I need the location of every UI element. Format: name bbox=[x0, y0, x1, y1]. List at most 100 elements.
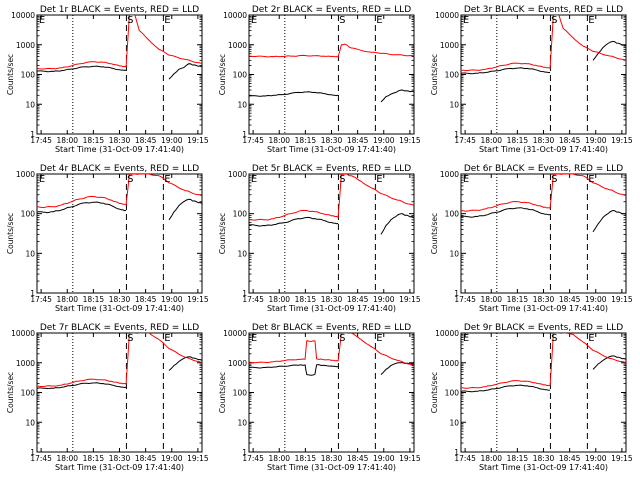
panel-2-marker-e: E bbox=[376, 15, 382, 26]
panel-9-xtick-label: 18:30 bbox=[533, 454, 555, 463]
panel-6-marker-e: E bbox=[588, 174, 594, 185]
panel-3-ytick-label: 10 bbox=[449, 100, 459, 109]
panel-8-xtick-label: 18:15 bbox=[295, 454, 317, 463]
panel-8-xtick-label: 18:30 bbox=[321, 454, 343, 463]
panel-2-series-lld bbox=[249, 43, 414, 58]
panel-4: Det 4r BLACK = Events, RED = LLD 17:45 18:… bbox=[6, 164, 209, 313]
panel-4-xlabel: Start Time (31-Oct-09 17:41:40) bbox=[55, 304, 184, 313]
panel-7-series-events bbox=[168, 356, 202, 371]
panel-8-series-lld bbox=[249, 333, 414, 367]
panel-2-xtick-label: 18:30 bbox=[321, 136, 343, 145]
panel-1-series-events bbox=[168, 63, 202, 80]
panel-9-ytick-label: 1 bbox=[454, 448, 459, 457]
panel-7-xtick-label: 18:30 bbox=[109, 454, 131, 463]
panel-7-series-events bbox=[37, 382, 127, 390]
panel-1-ytick-label: 1000 bbox=[16, 41, 35, 50]
panel-3-series-group bbox=[461, 15, 626, 75]
panel-6-xtick-label: 18:00 bbox=[480, 295, 502, 304]
panel-4-xtick-label: 19:00 bbox=[161, 295, 183, 304]
panel-2-ytick-label: 1 bbox=[242, 130, 247, 139]
panel-9-xtick-label: 19:15 bbox=[611, 454, 633, 463]
panel-1-xtick-label: 19:00 bbox=[161, 136, 183, 145]
panel-4-ylabel: Counts/sec bbox=[6, 213, 15, 254]
panel-2-xlabel: Start Time (31-Oct-09 17:41:40) bbox=[267, 145, 396, 154]
panel-2-frame bbox=[248, 14, 415, 135]
panel-1-series-events bbox=[37, 65, 127, 73]
panel-1-ytick-label: 1 bbox=[30, 130, 35, 139]
panel-8: Det 8r BLACK = Events, RED = LLD 17:45 18:… bbox=[218, 323, 421, 472]
panel-4-series-events bbox=[168, 198, 202, 221]
panel-2-title: Det 2r BLACK = Events, RED = LLD bbox=[252, 5, 411, 15]
panel-9-ytick-label: 10000 bbox=[435, 329, 459, 338]
panel-2-xtick-label: 18:15 bbox=[295, 136, 317, 145]
panel-5-xtick-label: 18:30 bbox=[321, 295, 343, 304]
panel-6-series-group bbox=[461, 174, 626, 233]
panel-9: Det 9r BLACK = Events, RED = LLD 17:45 18:… bbox=[430, 323, 633, 472]
panel-2-ytick-label: 10 bbox=[237, 100, 247, 109]
panel-5-marker-e: E bbox=[376, 174, 382, 185]
panel-9-title: Det 9r BLACK = Events, RED = LLD bbox=[464, 323, 623, 333]
panel-9-xtick-label: 18:45 bbox=[559, 454, 581, 463]
panel-1-ytick-label: 10000 bbox=[11, 11, 35, 20]
panel-5-marker-e: E bbox=[251, 174, 257, 185]
panel-7-xlabel: Start Time (31-Oct-09 17:41:40) bbox=[55, 463, 184, 472]
panel-8-xtick-label: 18:00 bbox=[268, 454, 290, 463]
panel-8-ytick-label: 10 bbox=[237, 418, 247, 427]
panel-5-frame bbox=[248, 173, 415, 294]
panel-4-xtick-label: 19:15 bbox=[187, 295, 209, 304]
panel-8-ylabel: Counts/sec bbox=[218, 372, 227, 413]
panel-6-ytick-label: 1000 bbox=[440, 170, 459, 179]
panel-8-series-events bbox=[249, 364, 339, 376]
panel-7-xtick-label: 18:00 bbox=[56, 454, 78, 463]
panel-5-xtick-label: 18:15 bbox=[295, 295, 317, 304]
panel-2-xtick-label: 19:15 bbox=[399, 136, 421, 145]
panel-6-ytick-label: 100 bbox=[445, 210, 460, 219]
panel-1-xtick-label: 18:00 bbox=[56, 136, 78, 145]
panel-9-xtick-label: 18:15 bbox=[507, 454, 529, 463]
panel-5-xtick-label: 18:00 bbox=[268, 295, 290, 304]
panel-4-marker-s: S bbox=[127, 174, 133, 185]
panel-5-series-events bbox=[380, 213, 414, 235]
panel-4-xtick-label: 18:15 bbox=[83, 295, 105, 304]
panel-7-ytick-label: 10 bbox=[25, 418, 35, 427]
panel-1-frame bbox=[36, 14, 203, 135]
panel-5-xlabel: Start Time (31-Oct-09 17:41:40) bbox=[267, 304, 396, 313]
panel-6-xtick-label: 18:15 bbox=[507, 295, 529, 304]
panel-9-frame bbox=[460, 332, 627, 453]
panel-7: Det 7r BLACK = Events, RED = LLD 17:45 18:… bbox=[6, 323, 209, 472]
panel-9-marker-s: S bbox=[551, 333, 557, 344]
panel-4-ytick-label: 1 bbox=[30, 289, 35, 298]
panel-4-ytick-label: 10 bbox=[25, 249, 35, 258]
panel-6: Det 6r BLACK = Events, RED = LLD 17:45 18:… bbox=[430, 164, 633, 313]
panel-9-series-lld bbox=[461, 333, 626, 389]
panel-1-ytick-label: 100 bbox=[21, 71, 36, 80]
panel-5-ytick-label: 10 bbox=[237, 249, 247, 258]
panel-7-xtick-label: 18:15 bbox=[83, 454, 105, 463]
panel-2-marker-e: E bbox=[251, 15, 257, 26]
panel-7-marker-s: S bbox=[127, 333, 133, 344]
panel-7-ytick-label: 1000 bbox=[16, 359, 35, 368]
panel-8-ytick-label: 1000 bbox=[228, 359, 247, 368]
panel-4-frame bbox=[36, 173, 203, 294]
panel-6-ylabel: Counts/sec bbox=[430, 213, 439, 254]
panel-7-marker-e: E bbox=[164, 333, 170, 344]
panel-6-ytick-label: 1 bbox=[454, 289, 459, 298]
panel-6-series-lld bbox=[461, 174, 626, 212]
panel-3-marker-e: E bbox=[588, 15, 594, 26]
panel-6-title: Det 6r BLACK = Events, RED = LLD bbox=[464, 164, 623, 174]
panel-8-xtick-label: 19:00 bbox=[373, 454, 395, 463]
panel-6-xtick-label: 19:00 bbox=[585, 295, 607, 304]
panel-4-marker-e: E bbox=[39, 174, 45, 185]
panel-3-title: Det 3r BLACK = Events, RED = LLD bbox=[464, 5, 623, 15]
panel-2-xtick-label: 18:00 bbox=[268, 136, 290, 145]
panel-3-xtick-label: 17:45 bbox=[454, 136, 476, 145]
panel-3-xtick-label: 18:00 bbox=[480, 136, 502, 145]
panel-2-series-events bbox=[380, 89, 414, 103]
panel-3-xtick-label: 18:45 bbox=[559, 136, 581, 145]
panel-2-ylabel: Counts/sec bbox=[218, 54, 227, 95]
panel-2-marker-s: S bbox=[339, 15, 345, 26]
panel-9-marker-e: E bbox=[588, 333, 594, 344]
panel-4-ytick-label: 1000 bbox=[16, 170, 35, 179]
panel-7-xtick-label: 18:45 bbox=[135, 454, 157, 463]
